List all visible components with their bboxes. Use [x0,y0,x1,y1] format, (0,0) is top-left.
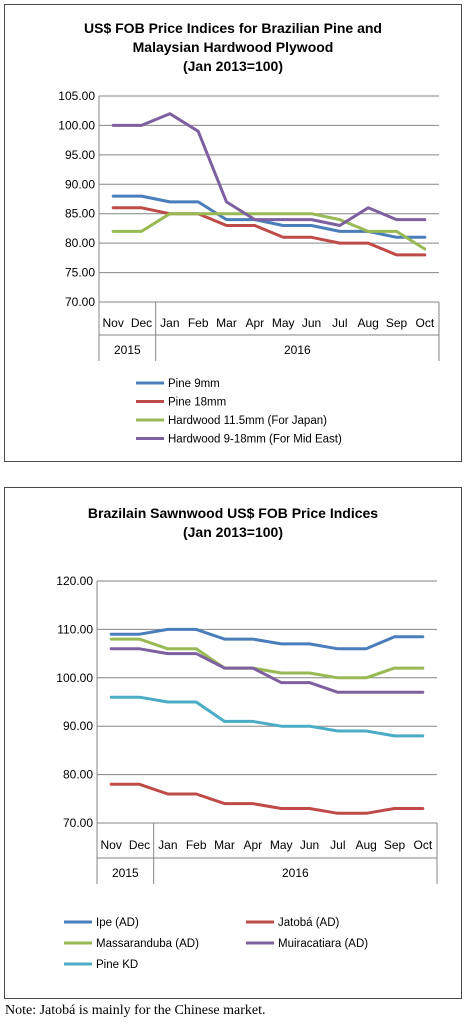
chart-title: Brazilain Sawnwood US$ FOB Price Indices… [5,504,461,542]
x-tick-label: Jul [332,316,347,330]
year-group-label: 2015 [112,866,139,880]
x-tick-label: Apr [243,838,262,852]
legend-label: Jatobá (AD) [278,917,340,929]
legend-entry: Ipe (AD) [64,917,139,929]
legend-entry: Pine 9mm [136,378,220,390]
x-axis-table [98,302,440,361]
x-tick-label: Dec [129,838,150,852]
legend-label: Hardwood 9-18mm (For Mid East) [168,434,342,446]
x-tick-label: Jul [330,838,345,852]
legend-label: Pine 18mm [168,397,226,409]
x-tick-label: Feb [186,838,207,852]
y-tick-label: 85.00 [65,207,95,221]
plywood-chart-svg: 70.00 75.00 80.00 85.00 90.00 95.00 100.00 105.… [58,89,440,446]
y-tick-label: 100.00 [58,118,95,132]
plywood-chart: US$ FOB Price Indices for Brazilian Pine… [4,4,462,462]
y-tick-label: 95.00 [65,148,95,162]
legend-entry: Muiracatiara (AD) [246,938,368,950]
x-tick-label: Jun [302,316,321,330]
y-tick-label: 90.00 [63,719,93,733]
year-group-label: 2015 [114,343,141,357]
x-tick-label: Oct [413,838,432,852]
chart-title-line: (Jan 2013=100) [182,524,284,540]
x-tick-label: Aug [357,316,378,330]
x-tick-label: May [270,838,293,852]
x-tick-label: Feb [188,316,209,330]
y-tick-label: 110.00 [57,622,93,636]
x-axis-table [96,823,438,884]
x-tick-label: Sep [384,838,406,852]
x-tick-label: Mar [216,316,237,330]
series-line-pine-18mm [111,206,427,257]
y-tick-label: 70.00 [63,816,93,830]
year-group-label: 2016 [282,866,309,880]
series-line-hardwood-11-5mm-for-japan [111,212,427,251]
x-tick-label: May [272,316,295,330]
legend-entry: Hardwood 11.5mm (For Japan) [136,415,327,427]
series-line-hardwood-9-18mm-for-mid-east [111,112,427,227]
x-tick-label: Apr [245,316,264,330]
legend-label: Massaranduba (AD) [96,938,199,950]
legend-entry: Pine KD [64,959,138,971]
chart-title-line: US$ FOB Price Indices for Brazilian Pine… [84,20,382,36]
series-line-massaranduba-ad [109,637,425,680]
y-tick-label: 90.00 [65,177,95,191]
footnote: Note: Jatobá is mainly for the Chinese m… [5,1003,266,1018]
legend-entry: Massaranduba (AD) [64,938,199,950]
y-tick-label: 70.00 [65,295,95,309]
x-tick-label: Jan [158,838,177,852]
x-tick-label: Mar [214,838,235,852]
legend-entry: Jatobá (AD) [246,917,340,929]
x-tick-label: Dec [131,316,152,330]
sawnwood-chart: Brazilain Sawnwood US$ FOB Price Indices… [4,487,462,999]
sawnwood-chart-svg: 70.00 80.00 90.00 100.00 110.00 120.00 Nov Dec J… [56,574,438,971]
x-tick-label: Nov [100,838,121,852]
series-line-muiracatiara-ad [109,647,425,694]
legend-label: Muiracatiara (AD) [278,938,368,950]
y-tick-label: 105.00 [58,89,95,103]
legend-entry: Hardwood 9-18mm (For Mid East) [136,434,342,446]
x-tick-label: Aug [355,838,376,852]
x-tick-label: Sep [386,316,408,330]
series-line-pine-kd [109,695,425,738]
legend-label: Hardwood 11.5mm (For Japan) [168,415,327,427]
x-tick-label: Jun [300,838,319,852]
chart-title-line: (Jan 2013=100) [182,58,284,74]
year-group-label: 2016 [284,343,311,357]
x-tick-label: Nov [102,316,123,330]
legend-label: Pine 9mm [168,378,220,390]
series-line-jatob-ad [109,782,425,815]
y-tick-label: 80.00 [65,236,95,250]
x-tick-label: Oct [415,316,434,330]
y-tick-label: 120.00 [56,574,93,588]
chart-title-line: Brazilain Sawnwood US$ FOB Price Indices [87,505,379,521]
chart-title-line: Malaysian Hardwood Plywood [132,39,334,55]
legend-entry: Pine 18mm [136,397,226,409]
legend-label: Ipe (AD) [96,917,139,929]
series-line-ipe-ad [109,627,425,651]
x-tick-label: Jan [160,316,179,330]
y-tick-label: 80.00 [63,768,93,782]
y-tick-label: 100.00 [56,671,93,685]
chart-title: US$ FOB Price Indices for Brazilian Pine… [5,19,461,76]
y-tick-label: 75.00 [65,266,95,280]
legend-label: Pine KD [96,959,138,971]
